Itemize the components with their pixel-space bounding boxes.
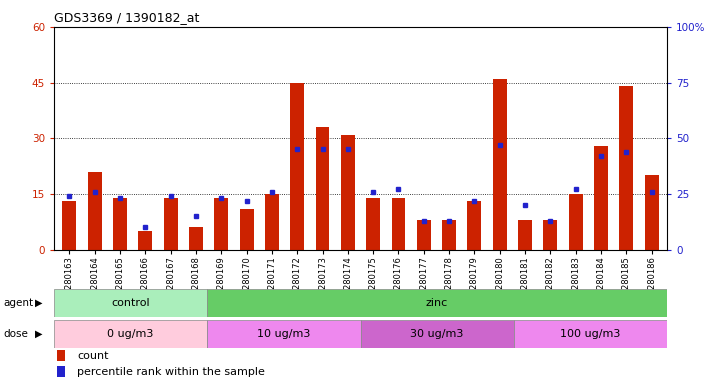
Bar [417,220,430,250]
Text: control: control [111,298,150,308]
Bar [138,231,152,250]
Bar [366,198,380,250]
Text: 100 ug/m3: 100 ug/m3 [560,329,621,339]
Text: 30 ug/m3: 30 ug/m3 [410,329,464,339]
Text: ▶: ▶ [35,298,42,308]
Bar [569,194,583,250]
Bar [360,320,513,348]
Bar [645,175,659,250]
Bar [467,201,482,250]
Bar [513,320,667,348]
Bar [214,198,228,250]
Bar [291,83,304,250]
Bar [316,127,329,250]
Bar [57,350,66,361]
Bar [208,320,360,348]
Bar [442,220,456,250]
Bar [62,201,76,250]
Text: agent: agent [4,298,34,308]
Bar [54,289,208,317]
Bar [544,220,557,250]
Bar [189,227,203,250]
Bar [341,134,355,250]
Bar [265,194,279,250]
Bar [518,220,532,250]
Bar [88,172,102,250]
Text: 0 ug/m3: 0 ug/m3 [107,329,154,339]
Bar [208,289,667,317]
Text: zinc: zinc [426,298,448,308]
Text: ▶: ▶ [35,329,42,339]
Bar [113,198,127,250]
Text: dose: dose [4,329,29,339]
Bar [57,366,66,377]
Bar [164,198,177,250]
Bar [619,86,633,250]
Bar [392,198,405,250]
Bar [594,146,608,250]
Text: percentile rank within the sample: percentile rank within the sample [77,367,265,377]
Text: GDS3369 / 1390182_at: GDS3369 / 1390182_at [54,12,200,25]
Bar [239,209,254,250]
Text: count: count [77,351,109,361]
Text: 10 ug/m3: 10 ug/m3 [257,329,311,339]
Bar [54,320,208,348]
Bar [493,79,507,250]
